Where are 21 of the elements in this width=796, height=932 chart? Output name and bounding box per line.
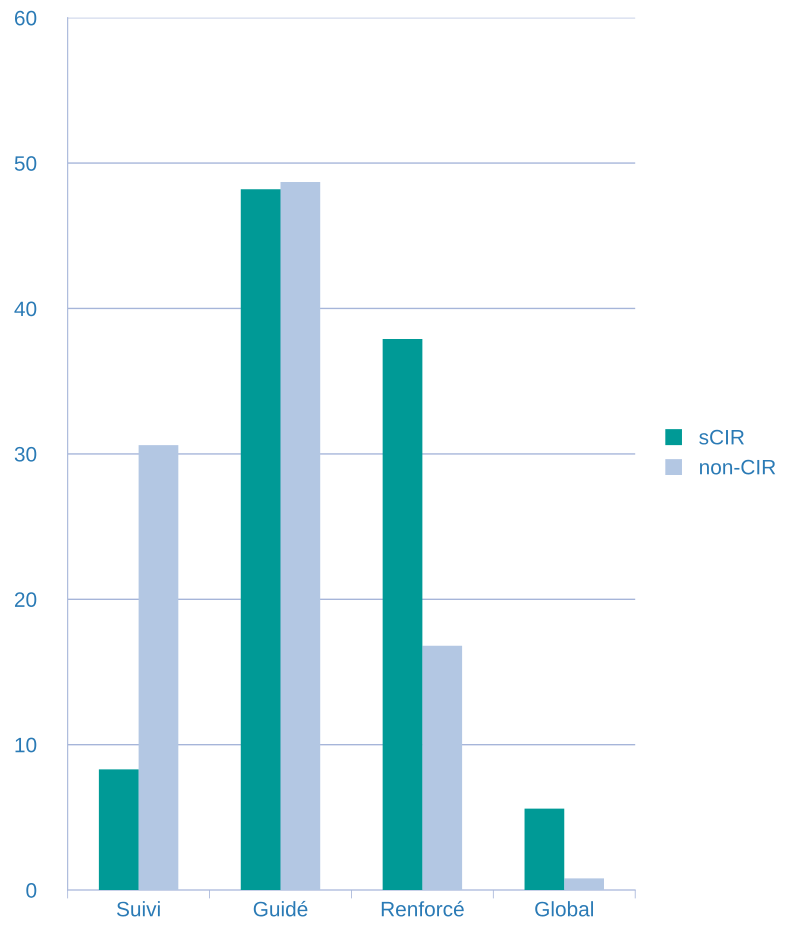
bar <box>382 339 422 890</box>
x-tick-label: Suivi <box>116 901 160 916</box>
bar <box>422 646 462 890</box>
y-tick-label: 0 <box>26 883 36 898</box>
y-tick-label: 30 <box>14 446 36 462</box>
bar <box>564 878 604 890</box>
y-tick-label: 50 <box>14 156 36 171</box>
bar <box>280 182 320 890</box>
y-tick-label: 60 <box>14 10 36 26</box>
x-tick-label: Global <box>535 901 593 916</box>
bar <box>240 189 280 890</box>
x-tick-label: Guidé <box>254 900 308 916</box>
y-tick-label: 20 <box>14 592 36 608</box>
y-tick-label: 40 <box>14 301 36 316</box>
legend-label: sCIR <box>699 430 744 445</box>
bar <box>524 808 564 890</box>
x-tick-label: Renforcé <box>382 900 464 916</box>
bar <box>98 769 139 890</box>
y-tick-label: 10 <box>16 738 36 752</box>
bar <box>138 445 178 890</box>
legend-label: non-CIR <box>700 460 776 475</box>
